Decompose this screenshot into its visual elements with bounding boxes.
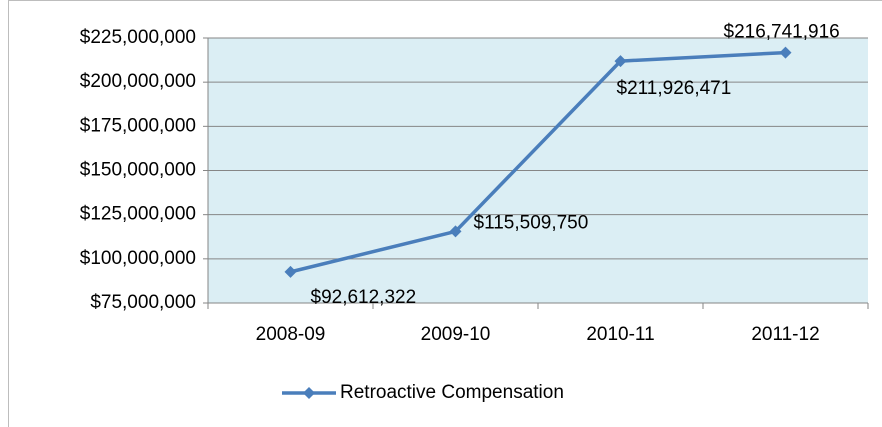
legend-marker <box>303 387 315 399</box>
y-tick-label: $200,000,000 <box>80 71 196 92</box>
y-tick-label: $75,000,000 <box>90 292 196 313</box>
x-tick-label: 2011-12 <box>751 324 819 345</box>
y-tick-label: $225,000,000 <box>80 27 196 48</box>
data-label: $216,741,916 <box>724 22 840 43</box>
data-label: $115,509,750 <box>474 212 589 233</box>
point-marker <box>284 265 297 278</box>
data-label: $92,612,322 <box>311 287 417 308</box>
x-tick-label: 2008-09 <box>256 324 326 345</box>
point-marker <box>614 55 627 68</box>
data-label: $211,926,471 <box>617 78 732 99</box>
y-tick-label: $100,000,000 <box>80 248 196 269</box>
y-tick-label: $175,000,000 <box>80 115 196 136</box>
x-tick-label: 2010-11 <box>586 324 654 345</box>
y-tick-label: $150,000,000 <box>80 160 196 181</box>
legend-label: Retroactive Compensation <box>340 382 564 403</box>
series-line <box>290 50 786 274</box>
point-marker <box>779 46 792 59</box>
point-marker <box>449 225 462 238</box>
x-tick-label: 2009-10 <box>421 324 491 345</box>
y-tick-label: $125,000,000 <box>80 204 196 225</box>
